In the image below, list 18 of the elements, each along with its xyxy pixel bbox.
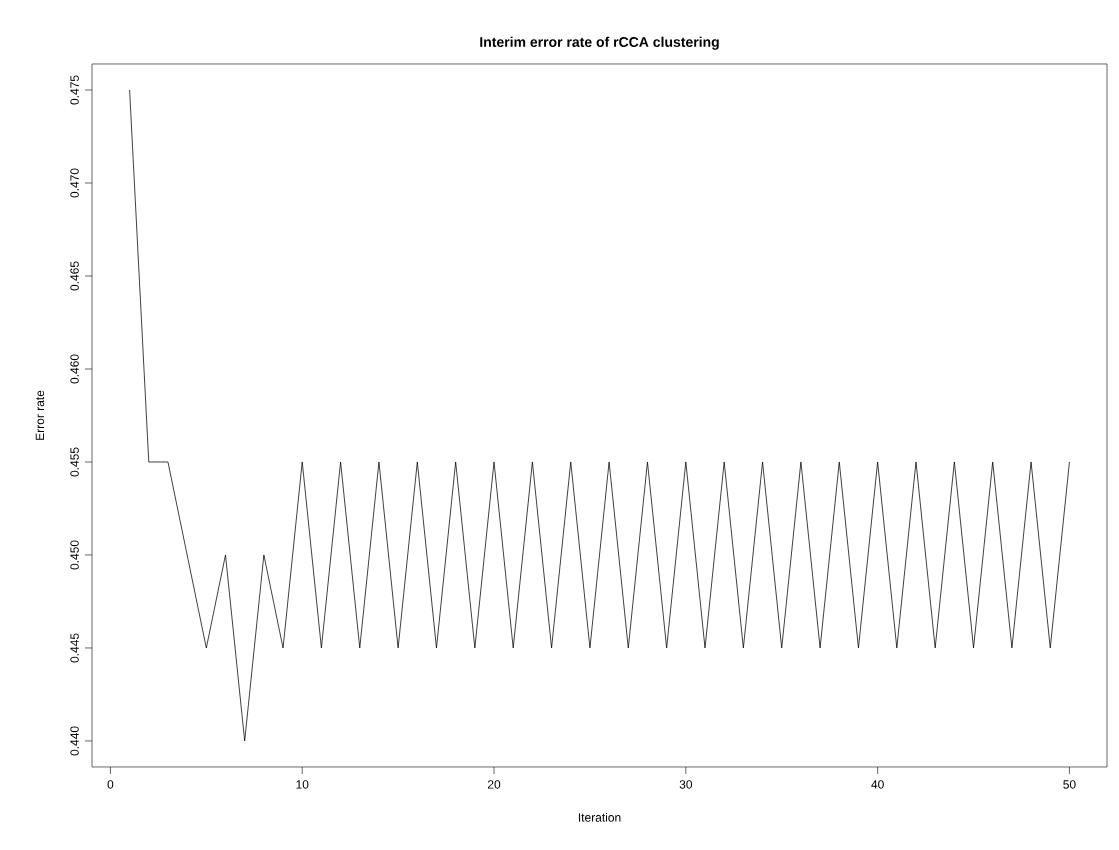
y-tick-label: 0.460 [70, 354, 79, 384]
y-tick-label: 0.470 [70, 168, 79, 198]
x-tick-label: 50 [1063, 780, 1076, 789]
y-tick-label: 0.440 [70, 726, 79, 756]
y-tick-label: 0.445 [70, 633, 79, 663]
x-tick-label: 30 [679, 780, 693, 789]
y-axis-title: Error rate [35, 390, 45, 440]
chart-title: Interim error rate of rCCA clustering [480, 36, 719, 50]
x-tick-label: 0 [107, 780, 114, 789]
y-tick-label: 0.475 [70, 75, 79, 105]
x-tick-label: 10 [296, 780, 309, 789]
x-tick-label: 20 [487, 780, 501, 789]
x-axis-title: Iteration [578, 812, 621, 822]
y-tick-label: 0.465 [70, 261, 79, 291]
y-tick-label: 0.455 [70, 447, 79, 477]
line-series [129, 89, 1070, 742]
y-tick-label: 0.450 [70, 540, 79, 570]
x-tick-label: 40 [871, 780, 884, 789]
